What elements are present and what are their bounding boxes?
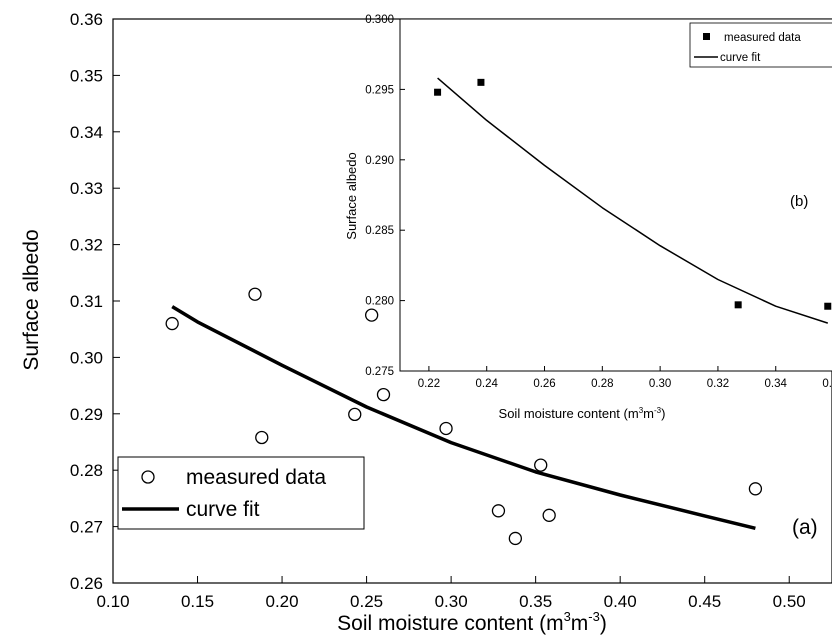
x-tick-label: 0.26 bbox=[533, 378, 555, 390]
main-panel-label: (a) bbox=[792, 516, 818, 539]
y-tick-label: 0.26 bbox=[70, 574, 103, 593]
x-tick-label: 0.45 bbox=[688, 592, 721, 611]
main-ticks: 0.10 0.15 0.20 0.25 0.30 0.35 0.40 0.45 0.50 0.26… bbox=[70, 10, 806, 611]
x-tick-label: 0.28 bbox=[591, 378, 613, 390]
x-tick-label: 0.25 bbox=[350, 592, 383, 611]
y-tick-label: 0.33 bbox=[70, 179, 103, 198]
y-tick-label: 0.32 bbox=[70, 236, 103, 255]
inset-legend: measured data curve fit bbox=[689, 22, 832, 68]
x-tick-label: 0.30 bbox=[649, 378, 671, 390]
y-tick-label: 0.29 bbox=[70, 405, 103, 424]
data-point bbox=[748, 482, 763, 496]
inset-panel-label: (b) bbox=[790, 193, 808, 210]
data-point bbox=[348, 407, 362, 422]
y-tick-label: 0.34 bbox=[70, 123, 103, 142]
y-tick-label: 0.280 bbox=[365, 296, 394, 308]
x-tick-label: 0.22 bbox=[418, 378, 440, 390]
x-tick-label: 0.15 bbox=[181, 592, 214, 611]
inset-x-axis-label: Soil moisture content (m3m-3) bbox=[499, 406, 666, 421]
data-point bbox=[376, 387, 391, 402]
main-y-axis-label: Surface albedo bbox=[20, 229, 43, 370]
inset-ticks: 0.22 0.24 0.26 0.28 0.30 0.32 0.34 0.36 0.275 0.2… bbox=[365, 14, 832, 390]
data-point bbox=[734, 301, 742, 309]
main-chart: 0.10 0.15 0.20 0.25 0.30 0.35 0.40 0.45 0.50 0.26… bbox=[20, 10, 832, 635]
data-point bbox=[824, 302, 832, 310]
x-tick-label: 0.32 bbox=[707, 378, 729, 390]
main-legend-circle-icon bbox=[141, 470, 155, 484]
main-measured-points bbox=[165, 287, 763, 546]
inset-measured-points bbox=[434, 78, 832, 310]
main-legend: measured data curve fit bbox=[117, 456, 365, 530]
data-point bbox=[165, 316, 179, 331]
y-tick-label: 0.31 bbox=[70, 292, 103, 311]
data-point bbox=[534, 458, 548, 472]
y-tick-label: 0.28 bbox=[70, 461, 103, 480]
x-tick-label: 0.10 bbox=[96, 592, 129, 611]
y-tick-label: 0.35 bbox=[70, 66, 103, 85]
x-tick-label: 0.50 bbox=[773, 592, 806, 611]
x-tick-label: 0.20 bbox=[266, 592, 299, 611]
curve-fit-line bbox=[171, 305, 756, 530]
main-x-axis-label: Soil moisture content (m3m-3) bbox=[337, 609, 607, 635]
y-tick-label: 0.30 bbox=[70, 348, 103, 367]
inset-plot-frame bbox=[399, 18, 832, 372]
x-tick-label: 0.34 bbox=[765, 378, 788, 390]
data-point bbox=[439, 421, 453, 436]
data-point bbox=[508, 531, 523, 546]
main-curve-fit bbox=[171, 305, 756, 530]
main-legend-box bbox=[117, 456, 365, 530]
y-tick-label: 0.300 bbox=[365, 14, 394, 26]
data-point bbox=[365, 308, 379, 322]
y-tick-label: 0.27 bbox=[70, 518, 103, 537]
data-point bbox=[477, 78, 485, 86]
inset-legend-measured-label: measured data bbox=[724, 32, 801, 44]
y-tick-label: 0.36 bbox=[70, 10, 103, 29]
x-tick-label: 0.24 bbox=[476, 378, 499, 390]
inset-curve-fit bbox=[437, 77, 829, 324]
inset-background bbox=[400, 19, 832, 371]
data-point bbox=[542, 508, 556, 522]
main-legend-fit-label: curve fit bbox=[186, 498, 260, 521]
y-tick-label: 0.295 bbox=[365, 84, 394, 96]
inset-legend-box bbox=[689, 22, 832, 68]
x-tick-label: 0.30 bbox=[435, 592, 468, 611]
y-tick-label: 0.290 bbox=[365, 155, 394, 167]
data-point bbox=[255, 430, 269, 445]
inset-y-axis-label: Surface albedo bbox=[344, 152, 359, 239]
inset-chart: 0.22 0.24 0.26 0.28 0.30 0.32 0.34 0.36 0.275 0.2… bbox=[344, 14, 832, 421]
inset-legend-fit-label: curve fit bbox=[720, 52, 761, 64]
y-tick-label: 0.285 bbox=[365, 225, 394, 237]
curve-fit-line bbox=[437, 77, 829, 324]
main-legend-measured-label: measured data bbox=[186, 466, 326, 489]
data-point bbox=[248, 287, 262, 301]
inset-legend-square-icon bbox=[703, 33, 710, 40]
data-point bbox=[434, 88, 442, 96]
x-tick-label: 0.40 bbox=[604, 592, 637, 611]
x-tick-label: 0.35 bbox=[519, 592, 552, 611]
x-tick-label: 0.36 bbox=[822, 378, 832, 390]
y-tick-label: 0.275 bbox=[365, 366, 394, 378]
data-point bbox=[491, 504, 506, 518]
